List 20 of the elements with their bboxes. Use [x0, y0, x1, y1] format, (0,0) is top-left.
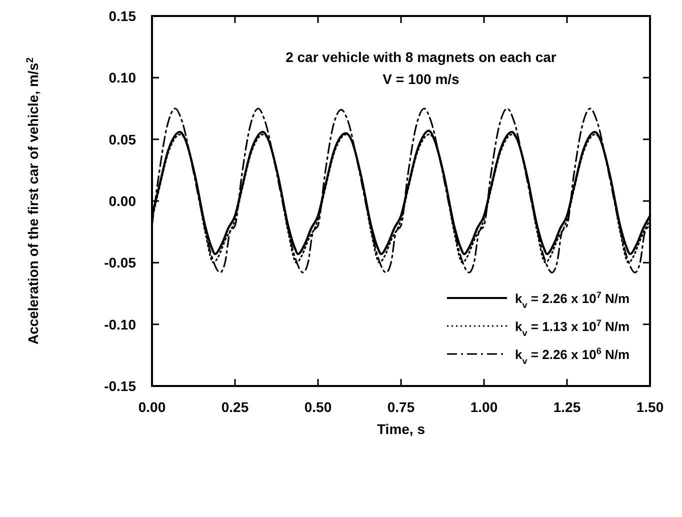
y-tick-label: 0.10 [108, 70, 136, 86]
y-tick-label: -0.15 [104, 378, 136, 394]
x-tick-label: 1.50 [636, 399, 664, 415]
legend-label: k$_{v}$ = 2.26 x 10$^{7}$ N/m [515, 290, 630, 310]
legend-label: k$_{v}$ = 2.26 x 10$^{6}$ N/m [515, 346, 630, 366]
x-tick-label: 1.00 [470, 399, 498, 415]
x-tick-label: 0.75 [387, 399, 415, 415]
x-tick-label: 0.25 [221, 399, 249, 415]
annotation: 2 car vehicle with 8 magnets on each car [286, 49, 557, 65]
y-tick-label: 0.15 [108, 8, 136, 24]
x-tick-label: 0.50 [304, 399, 332, 415]
legend-label: k$_{v}$ = 1.13 x 10$^{7}$ N/m [515, 318, 630, 338]
x-tick-label: 0.00 [138, 399, 166, 415]
annotation: V = 100 m/s [382, 71, 460, 87]
y-tick-label: -0.10 [104, 316, 136, 332]
y-tick-label: 0.00 [108, 193, 136, 209]
x-axis-title: Time, s [377, 421, 426, 437]
x-tick-label: 1.25 [553, 399, 581, 415]
y-tick-label: 0.05 [108, 131, 136, 148]
y-tick-label: -0.05 [104, 254, 136, 271]
